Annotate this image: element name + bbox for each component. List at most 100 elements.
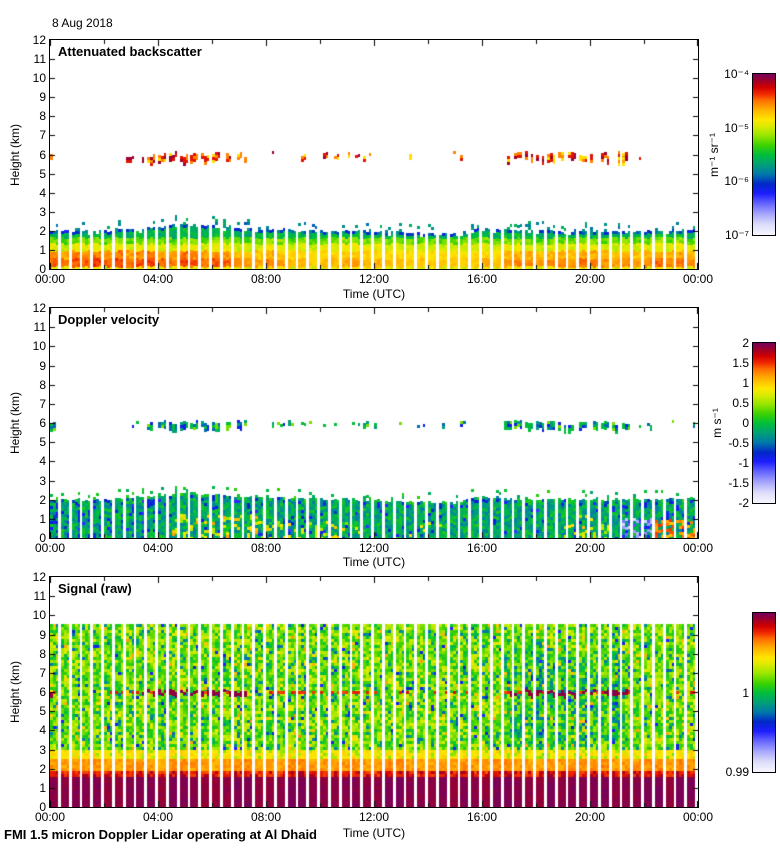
ytick-label: 4 bbox=[39, 723, 46, 738]
xaxis-title: Time (UTC) bbox=[342, 287, 406, 301]
ytick-label: 10 bbox=[32, 71, 46, 86]
ytick-label: 3 bbox=[39, 204, 46, 219]
ytick-label: 3 bbox=[39, 742, 46, 757]
yaxis-title: Height (km) bbox=[8, 391, 22, 455]
panel-doppler-plot bbox=[49, 307, 699, 539]
panel-signal-heatmap-canvas bbox=[50, 577, 698, 807]
ytick-label: 5 bbox=[39, 435, 46, 450]
ytick-label: 1 bbox=[39, 242, 46, 257]
ytick-label: 7 bbox=[39, 665, 46, 680]
ytick-label: 6 bbox=[39, 685, 46, 699]
ytick-label: 8 bbox=[39, 109, 46, 124]
ytick-label: 1 bbox=[39, 780, 46, 795]
xtick-label: 16:00 bbox=[466, 272, 498, 286]
ytick-label: 12 bbox=[32, 570, 46, 584]
panel-backscatter-title: Attenuated backscatter bbox=[58, 44, 202, 59]
ytick-label: 5 bbox=[39, 704, 46, 719]
ytick-label: 2 bbox=[39, 492, 46, 507]
ytick-label: 1 bbox=[39, 511, 46, 526]
ytick-label: 7 bbox=[39, 128, 46, 143]
xtick-label: 00:00 bbox=[682, 272, 714, 286]
ytick-label: 11 bbox=[33, 589, 46, 604]
yaxis-title: Height (km) bbox=[8, 123, 22, 186]
colorbar-tick-label: -2 bbox=[738, 496, 749, 510]
panel-backscatter-heatmap-canvas bbox=[50, 40, 698, 269]
ytick-label: 8 bbox=[39, 377, 46, 392]
figure-caption: FMI 1.5 micron Doppler Lidar operating a… bbox=[4, 827, 317, 842]
ytick-label: 11 bbox=[33, 320, 46, 335]
panel-backscatter-plot bbox=[49, 39, 699, 270]
xtick-label: 12:00 bbox=[358, 272, 390, 286]
ytick-label: 12 bbox=[32, 33, 46, 47]
ytick-label: 0 bbox=[39, 262, 46, 276]
colorbar-tick-label: 0.5 bbox=[732, 396, 749, 410]
panel-signal-title: Signal (raw) bbox=[58, 581, 132, 596]
colorbar-tick-label: 2 bbox=[742, 336, 749, 350]
xtick-label: 00:00 bbox=[682, 541, 714, 555]
xtick-label: 00:00 bbox=[34, 810, 66, 824]
colorbar-tick-label: 1 bbox=[742, 376, 749, 390]
xaxis-title: Time (UTC) bbox=[342, 826, 406, 840]
ytick-label: 2 bbox=[39, 761, 46, 776]
ytick-label: 5 bbox=[39, 166, 46, 181]
colorbar-doppler bbox=[752, 342, 776, 504]
ytick-label: 11 bbox=[33, 52, 46, 67]
colorbar-tick-label: 10⁻⁴ bbox=[724, 67, 749, 81]
xtick-label: 12:00 bbox=[358, 810, 390, 824]
xtick-label: 04:00 bbox=[142, 810, 174, 824]
xtick-label: 20:00 bbox=[574, 541, 606, 555]
colorbar-tick-label: -1 bbox=[738, 456, 749, 470]
colorbar-tick-label: -0.5 bbox=[728, 436, 749, 450]
xtick-label: 00:00 bbox=[682, 810, 714, 824]
colorbar-unit-label: m⁻¹ sr⁻¹ bbox=[707, 132, 721, 177]
panel-signal-plot bbox=[49, 576, 699, 808]
xtick-label: 20:00 bbox=[574, 810, 606, 824]
colorbar-tick-label: -1.5 bbox=[728, 476, 749, 490]
ytick-label: 9 bbox=[39, 358, 46, 373]
xaxis-title: Time (UTC) bbox=[342, 555, 406, 569]
colorbar-backscatter-canvas bbox=[753, 74, 775, 235]
colorbar-doppler-canvas bbox=[753, 343, 775, 503]
ytick-label: 10 bbox=[32, 339, 46, 354]
ytick-label: 6 bbox=[39, 416, 46, 430]
ytick-label: 10 bbox=[32, 608, 46, 623]
colorbar-signal bbox=[752, 612, 776, 773]
ytick-label: 3 bbox=[39, 473, 46, 488]
colorbar-tick-label: 10⁻⁵ bbox=[724, 120, 749, 135]
ytick-label: 4 bbox=[39, 185, 46, 200]
colorbar-backscatter bbox=[752, 73, 776, 236]
colorbar-tick-label: 1 bbox=[742, 685, 749, 700]
xtick-label: 08:00 bbox=[250, 541, 282, 555]
ytick-label: 9 bbox=[39, 627, 46, 642]
xtick-label: 00:00 bbox=[34, 272, 66, 286]
colorbar-signal-canvas bbox=[753, 613, 775, 772]
ytick-label: 0 bbox=[39, 531, 46, 545]
ytick-label: 9 bbox=[39, 90, 46, 105]
ytick-label: 6 bbox=[39, 147, 46, 162]
colorbar-tick-label: 10⁻⁷ bbox=[724, 228, 749, 242]
date-label: 8 Aug 2018 bbox=[52, 16, 113, 30]
panel-doppler-title: Doppler velocity bbox=[58, 312, 160, 327]
xtick-label: 08:00 bbox=[250, 810, 282, 824]
ytick-label: 4 bbox=[39, 454, 46, 469]
xtick-label: 08:00 bbox=[250, 272, 282, 286]
xtick-label: 16:00 bbox=[466, 810, 498, 824]
xtick-label: 12:00 bbox=[358, 541, 390, 555]
colorbar-tick-label: 0.99 bbox=[725, 765, 749, 779]
xtick-label: 20:00 bbox=[574, 272, 606, 286]
panel-doppler-heatmap-canvas bbox=[50, 308, 698, 538]
ytick-label: 12 bbox=[32, 301, 46, 315]
ytick-label: 8 bbox=[39, 646, 46, 661]
yaxis-title: Height (km) bbox=[8, 660, 22, 724]
ytick-label: 2 bbox=[39, 223, 46, 238]
colorbar-tick-label: 1.5 bbox=[732, 356, 749, 370]
xtick-label: 16:00 bbox=[466, 541, 498, 555]
colorbar-tick-label: 0 bbox=[742, 416, 749, 430]
xtick-label: 04:00 bbox=[142, 272, 174, 286]
xtick-label: 00:00 bbox=[34, 541, 66, 555]
colorbar-tick-label: 10⁻⁶ bbox=[724, 174, 749, 189]
xtick-label: 04:00 bbox=[142, 541, 174, 555]
ytick-label: 0 bbox=[39, 800, 46, 814]
ytick-label: 7 bbox=[39, 396, 46, 411]
